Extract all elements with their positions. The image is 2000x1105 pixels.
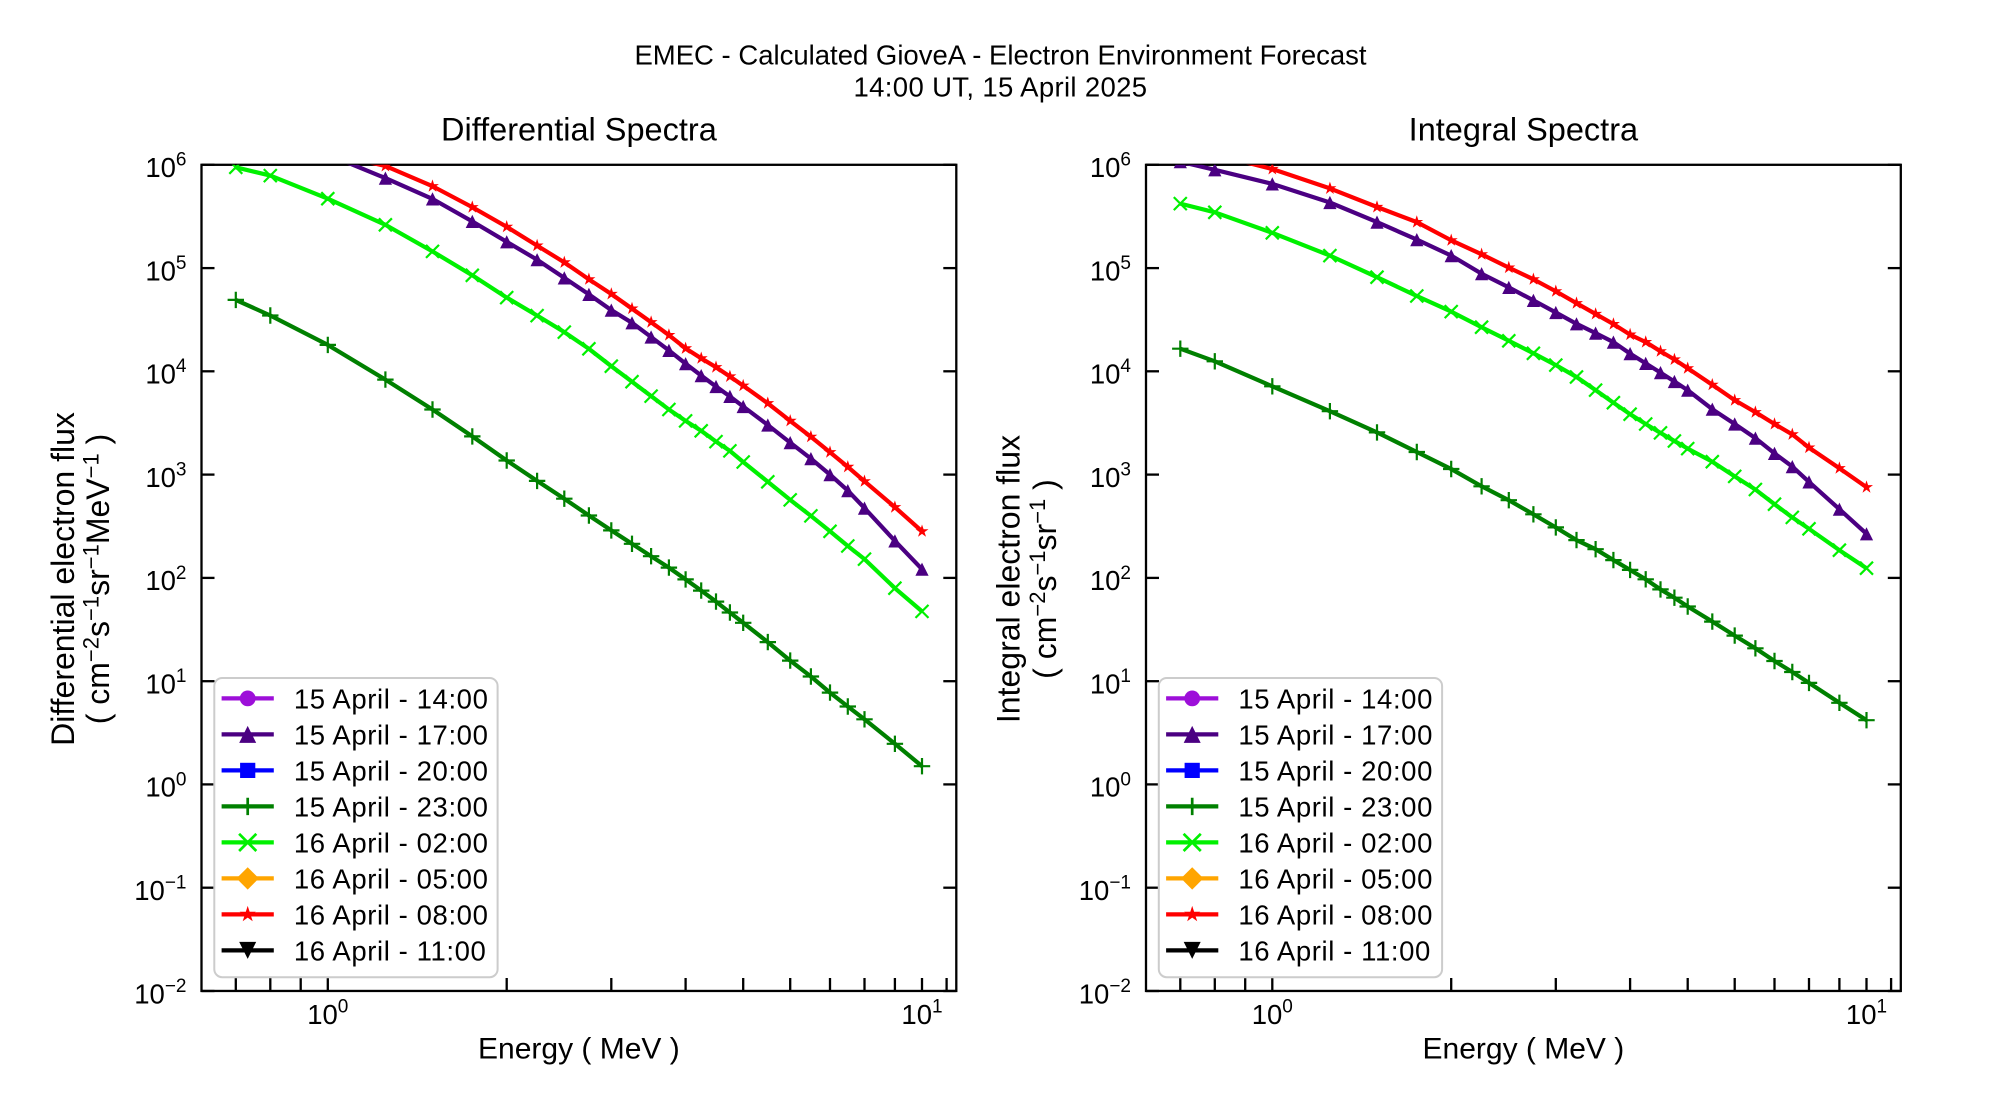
svg-text:106: 106 (1090, 150, 1131, 183)
svg-text:101: 101 (1090, 666, 1131, 699)
svg-text:16 April - 11:00: 16 April - 11:00 (294, 936, 487, 967)
svg-text:16 April - 05:00: 16 April - 05:00 (1238, 864, 1433, 895)
svg-text:15 April - 20:00: 15 April - 20:00 (294, 756, 489, 787)
svg-text:Differential electron flux: Differential electron flux (45, 412, 81, 746)
svg-text:15 April - 20:00: 15 April - 20:00 (1238, 756, 1433, 787)
svg-text:10−2: 10−2 (1079, 976, 1131, 1009)
svg-text:104: 104 (1090, 356, 1132, 389)
svg-text:10−2: 10−2 (134, 976, 186, 1009)
svg-text:Integral electron flux: Integral electron flux (991, 435, 1027, 723)
svg-text:103: 103 (1090, 460, 1131, 493)
svg-text:106: 106 (145, 150, 186, 183)
svg-text:15 April - 14:00: 15 April - 14:00 (294, 684, 489, 715)
svg-text:15 April - 14:00: 15 April - 14:00 (1238, 684, 1433, 715)
svg-text:14:00 UT, 15 April 2025: 14:00 UT, 15 April 2025 (854, 71, 1148, 102)
svg-text:Energy ( MeV ): Energy ( MeV ) (478, 1033, 680, 1066)
svg-text:10−1: 10−1 (134, 873, 186, 906)
svg-text:105: 105 (145, 253, 186, 286)
svg-text:15 April - 23:00: 15 April - 23:00 (294, 792, 489, 823)
svg-text:102: 102 (1090, 563, 1131, 596)
svg-text:15 April - 23:00: 15 April - 23:00 (1238, 792, 1433, 823)
svg-text:16 April - 02:00: 16 April - 02:00 (1238, 828, 1433, 859)
svg-text:100: 100 (1090, 769, 1131, 802)
svg-text:16 April - 08:00: 16 April - 08:00 (294, 900, 489, 931)
svg-text:102: 102 (145, 563, 186, 596)
svg-text:16 April - 08:00: 16 April - 08:00 (1238, 900, 1433, 931)
svg-text:101: 101 (145, 666, 186, 699)
svg-text:15 April - 17:00: 15 April - 17:00 (1238, 720, 1433, 751)
svg-text:10−1: 10−1 (1079, 873, 1131, 906)
svg-text:104: 104 (145, 356, 187, 389)
svg-text:103: 103 (145, 460, 186, 493)
svg-text:100: 100 (145, 769, 186, 802)
svg-text:16 April - 05:00: 16 April - 05:00 (294, 864, 489, 895)
svg-text:Energy ( MeV ): Energy ( MeV ) (1423, 1033, 1625, 1066)
svg-text:105: 105 (1090, 253, 1131, 286)
svg-text:16 April - 02:00: 16 April - 02:00 (294, 828, 489, 859)
svg-text:101: 101 (901, 997, 942, 1030)
svg-text:Integral Spectra: Integral Spectra (1409, 112, 1639, 148)
svg-text:EMEC - Calculated GioveA - Ele: EMEC - Calculated GioveA - Electron Envi… (634, 40, 1366, 71)
svg-text:16 April - 11:00: 16 April - 11:00 (1238, 936, 1431, 967)
svg-text:( cm−2s−1sr−1MeV−1 ): ( cm−2s−1sr−1MeV−1 ) (78, 434, 116, 725)
svg-text:Differential Spectra: Differential Spectra (441, 112, 718, 148)
svg-text:15 April - 17:00: 15 April - 17:00 (294, 720, 489, 751)
